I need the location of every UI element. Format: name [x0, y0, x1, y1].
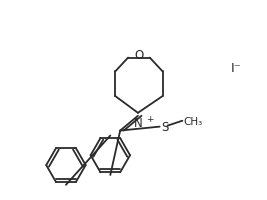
Text: I⁻: I⁻: [231, 62, 242, 75]
Text: +: +: [146, 114, 153, 123]
Text: CH₃: CH₃: [183, 116, 203, 126]
Text: N: N: [134, 116, 142, 129]
Text: O: O: [134, 49, 144, 62]
Text: S: S: [162, 121, 169, 133]
